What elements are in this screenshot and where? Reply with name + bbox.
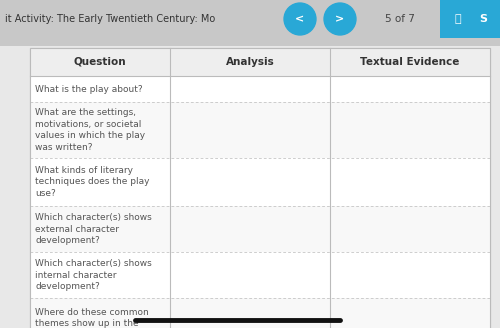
Text: Which character(s) shows
external character
development?: Which character(s) shows external charac… [35,213,152,245]
Circle shape [324,3,356,35]
Text: Question: Question [74,57,126,67]
FancyBboxPatch shape [0,46,500,328]
Text: Where do these common
themes show up in the
text?: Where do these common themes show up in … [35,308,149,328]
FancyBboxPatch shape [30,252,490,298]
Text: 5 of 7: 5 of 7 [385,14,415,24]
Text: >: > [336,14,344,24]
Text: 🖫: 🖫 [454,14,462,24]
FancyBboxPatch shape [30,48,490,76]
FancyBboxPatch shape [0,0,500,38]
FancyBboxPatch shape [30,76,490,102]
Text: <: < [296,14,304,24]
Text: What kinds of literary
techniques does the play
use?: What kinds of literary techniques does t… [35,166,150,198]
Text: Textual Evidence: Textual Evidence [360,57,460,67]
Text: it Activity: The Early Twentieth Century: Mo: it Activity: The Early Twentieth Century… [5,14,215,24]
FancyBboxPatch shape [30,298,490,328]
FancyBboxPatch shape [30,206,490,252]
Text: What are the settings,
motivations, or societal
values in which the play
was wri: What are the settings, motivations, or s… [35,108,145,152]
Text: Which character(s) shows
internal character
development?: Which character(s) shows internal charac… [35,259,152,291]
Text: What is the play about?: What is the play about? [35,85,142,93]
Text: Analysis: Analysis [226,57,274,67]
FancyBboxPatch shape [30,102,490,158]
FancyBboxPatch shape [440,0,500,38]
FancyBboxPatch shape [30,48,490,328]
Circle shape [284,3,316,35]
FancyBboxPatch shape [30,158,490,206]
Text: S: S [479,14,487,24]
